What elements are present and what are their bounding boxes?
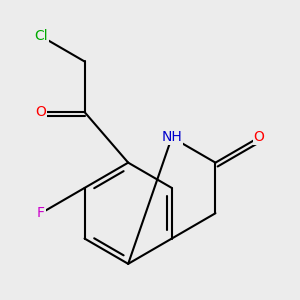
Text: O: O	[35, 105, 46, 119]
Text: Cl: Cl	[34, 29, 48, 43]
Text: NH: NH	[161, 130, 182, 144]
Text: F: F	[37, 206, 45, 220]
Text: O: O	[254, 130, 265, 144]
